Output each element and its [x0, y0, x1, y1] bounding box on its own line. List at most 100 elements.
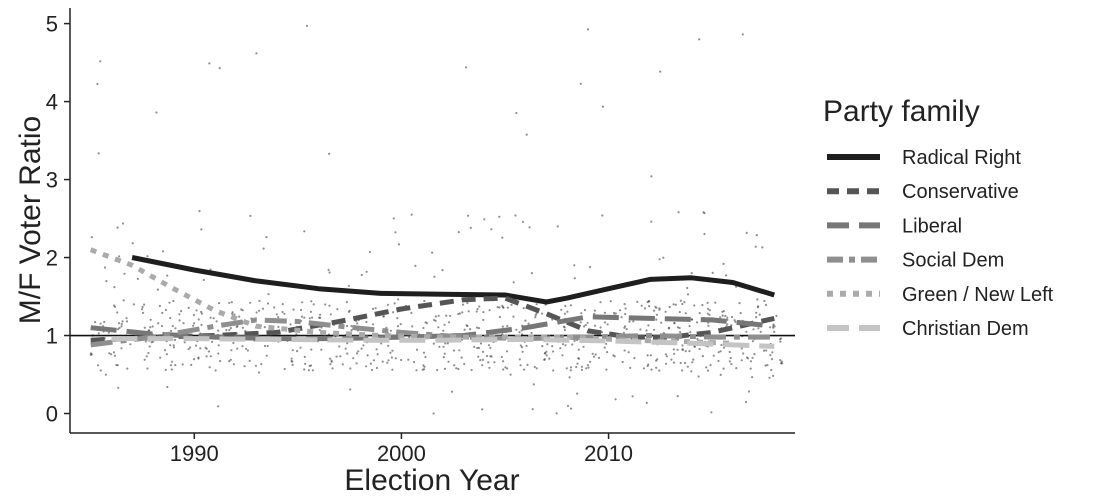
scatter-point — [714, 301, 717, 304]
scatter-point — [265, 354, 268, 357]
scatter-point — [329, 363, 332, 366]
scatter-point — [113, 305, 117, 308]
scatter-point — [490, 228, 493, 231]
scatter-point — [336, 308, 339, 311]
scatter-point — [563, 328, 567, 332]
scatter-point — [422, 326, 425, 330]
scatter-point — [728, 360, 731, 363]
scatter-point — [386, 361, 389, 364]
scatter-point — [400, 358, 403, 362]
scatter-point — [136, 277, 139, 280]
scatter-point — [146, 255, 149, 258]
scatter-point — [147, 351, 150, 355]
scatter-point — [698, 38, 701, 41]
scatter-point — [679, 330, 682, 334]
scatter-point — [170, 329, 173, 333]
scatter-point — [158, 304, 161, 308]
scatter-point — [267, 293, 270, 296]
scatter-point — [528, 226, 531, 229]
scatter-point — [296, 350, 299, 353]
scatter-point — [245, 347, 248, 350]
scatter-point — [655, 306, 658, 309]
legend-label: Social Dem — [902, 250, 1004, 272]
scatter-point — [726, 316, 729, 319]
scatter-point — [217, 344, 220, 347]
scatter-point — [698, 347, 701, 351]
scatter-point — [664, 310, 667, 313]
scatter-point — [735, 367, 738, 370]
scatter-point — [443, 367, 446, 370]
scatter-point — [299, 308, 303, 312]
scatter-point — [464, 66, 468, 69]
scatter-point — [479, 359, 482, 362]
scatter-point — [575, 365, 578, 369]
scatter-point — [573, 277, 576, 280]
scatter-point — [645, 329, 648, 332]
scatter-point — [519, 364, 522, 367]
scatter-point — [458, 312, 461, 315]
scatter-point — [566, 310, 569, 313]
scatter-point — [225, 329, 228, 332]
scatter-point — [164, 368, 167, 371]
scatter-point — [712, 354, 715, 357]
scatter-point — [647, 324, 650, 327]
scatter-point — [424, 355, 427, 359]
scatter-point — [141, 308, 144, 311]
scatter-point — [389, 351, 392, 354]
scatter-point — [707, 307, 710, 310]
scatter-point — [708, 313, 711, 316]
scatter-point — [205, 347, 208, 350]
scatter-point — [586, 321, 589, 324]
scatter-point — [481, 350, 485, 353]
scatter-point — [742, 352, 745, 355]
scatter-point — [527, 322, 530, 325]
scatter-point — [721, 314, 724, 317]
scatter-point — [721, 310, 724, 313]
scatter-point — [375, 366, 378, 370]
scatter-point — [504, 366, 507, 369]
scatter-point — [192, 324, 195, 327]
scatter-point — [355, 352, 359, 355]
scatter-point — [568, 376, 571, 379]
scatter-point — [116, 311, 119, 314]
scatter-point — [639, 328, 642, 331]
scatter-point — [148, 345, 151, 348]
x-tick-label: 2000 — [377, 441, 426, 466]
scatter-point — [169, 316, 172, 320]
scatter-point — [563, 326, 566, 329]
scatter-point — [328, 152, 331, 155]
scatter-point — [392, 217, 395, 220]
scatter-point — [561, 343, 565, 346]
scatter-point — [198, 210, 201, 213]
scatter-point — [467, 214, 470, 217]
scatter-point — [192, 358, 196, 361]
scatter-point — [141, 311, 145, 314]
scatter-point — [171, 325, 174, 328]
scatter-point — [116, 226, 119, 229]
scatter-point — [229, 358, 232, 361]
scatter-point — [463, 362, 466, 366]
scatter-point — [569, 369, 572, 372]
scatter-point — [465, 324, 468, 327]
scatter-point — [291, 349, 294, 352]
scatter-point — [720, 343, 723, 347]
scatter-point — [394, 231, 397, 234]
scatter-point — [469, 328, 472, 331]
scatter-point — [588, 266, 592, 269]
scatter-point — [159, 356, 162, 359]
scatter-point — [717, 351, 720, 354]
scatter-point — [487, 361, 490, 364]
scatter-point — [489, 355, 492, 358]
scatter-point — [396, 317, 399, 320]
scatter-point — [488, 309, 491, 312]
legend-label: Conservative — [902, 181, 1019, 203]
scatter-point — [209, 316, 212, 319]
scatter-point — [181, 363, 184, 366]
scatter-point — [500, 355, 503, 359]
scatter-point — [121, 320, 124, 323]
scatter-point — [453, 364, 456, 367]
scatter-point — [681, 302, 684, 306]
scatter-point — [724, 274, 728, 277]
scatter-point — [613, 355, 616, 358]
scatter-point — [576, 362, 579, 365]
